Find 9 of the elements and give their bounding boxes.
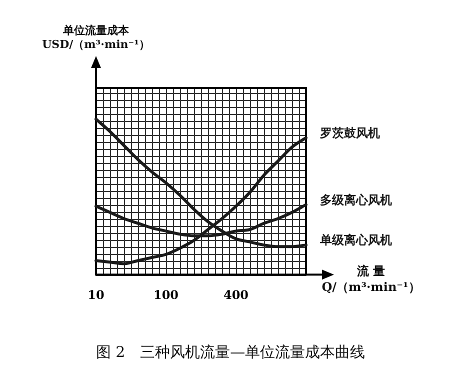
x-tick-label: 10 — [88, 288, 104, 302]
text: 图 2 三种风机流量—单位流量成本曲线 — [94, 342, 366, 362]
x-axis-title: 流 量 Q/（m³·min⁻¹） — [320, 262, 422, 295]
series-label: 多级离心风机 — [320, 192, 392, 207]
series-label: 单级离心风机 — [319, 233, 392, 248]
x-tick-label: 100 — [153, 288, 179, 302]
series-label: 罗茨鼓风机 — [319, 126, 380, 140]
x-tick-label: 400 — [223, 288, 249, 302]
text: 单位流量成本 USD/（m³·min⁻¹） — [41, 24, 151, 52]
